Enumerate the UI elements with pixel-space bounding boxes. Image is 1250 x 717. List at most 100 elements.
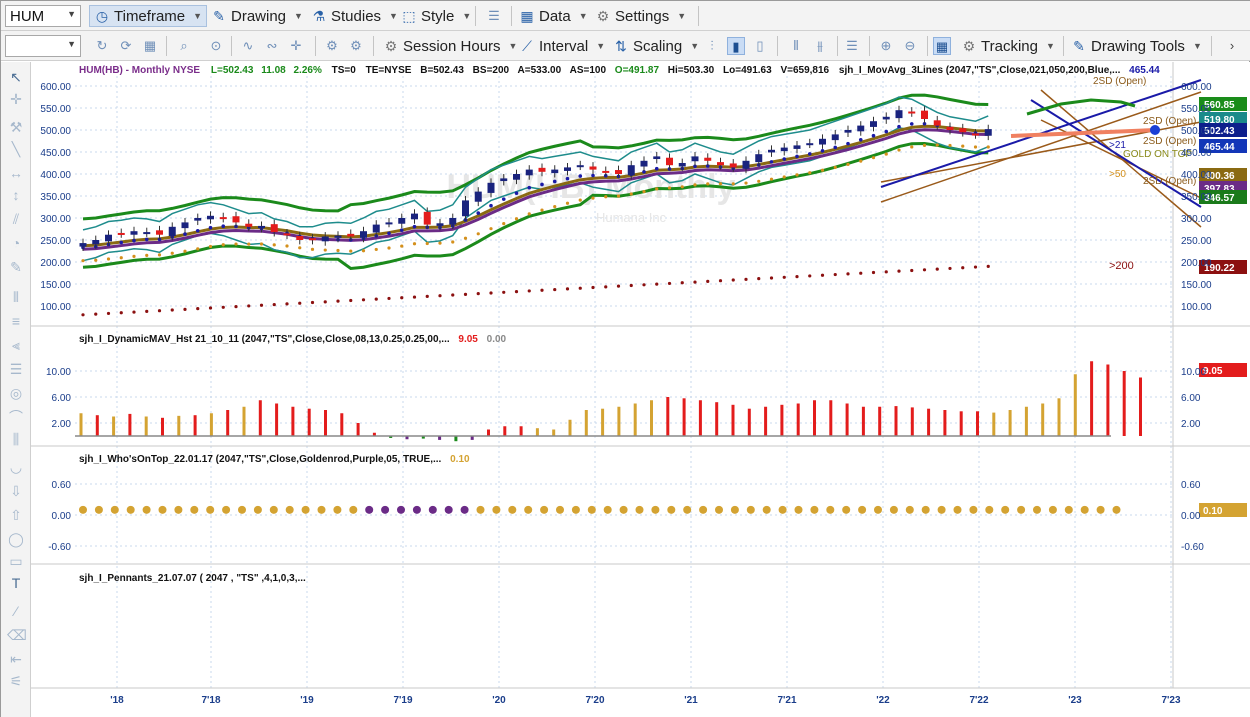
arc-icon[interactable]: ⌒: [9, 409, 23, 425]
eraser-icon[interactable]: ⌫: [7, 627, 27, 643]
ma200-dot: [757, 277, 761, 281]
interval-menu[interactable]: ⟋ Interval ▼: [519, 35, 605, 57]
crosshair-icon[interactable]: ✛: [10, 91, 22, 107]
horizontal-lines-icon[interactable]: ☰: [9, 361, 23, 377]
ma50-dot: [769, 177, 774, 181]
price-tag-text: 502.43: [1204, 126, 1235, 137]
axes: 600.00 600.00 550.00 550.00 500.00 500.00 450.…: [40, 82, 1212, 706]
text-tool-icon[interactable]: T: [11, 575, 21, 591]
whos-on-top-dot: [253, 505, 262, 514]
ma50-dot: [871, 156, 876, 160]
histogram-bar: [454, 436, 458, 442]
time-tick: '19: [300, 695, 314, 706]
ma50-dot: [81, 259, 85, 263]
ellipse-icon[interactable]: ◯: [8, 531, 24, 547]
layout-icon[interactable]: ☰: [488, 8, 500, 23]
last-price-marker: [1150, 125, 1160, 135]
zoom-out-icon[interactable]: ⊖: [904, 38, 916, 53]
curve-icon[interactable]: ∾: [266, 38, 278, 53]
gann-icon[interactable]: ◔: [11, 235, 21, 251]
trend-lines[interactable]: [880, 79, 1202, 228]
interval-select[interactable]: ▼: [5, 35, 81, 57]
refresh-icon[interactable]: ↻: [96, 38, 108, 53]
data-window-icon[interactable]: ▦: [933, 37, 951, 55]
chevron-down-icon[interactable]: ▼: [67, 9, 76, 19]
pencil-icon[interactable]: ✎: [10, 259, 22, 275]
fan-icon[interactable]: ⫷: [12, 337, 20, 353]
arrow-down-icon[interactable]: ⇩: [10, 483, 22, 499]
ma200-dot: [208, 306, 213, 310]
price-tick-right: 450.00: [1181, 148, 1212, 159]
bar-chart-icon[interactable]: ⫶: [710, 38, 714, 53]
candlestick-icon[interactable]: ▮: [727, 37, 745, 55]
price-tick-left: 100.00: [40, 302, 71, 313]
rectangle-icon[interactable]: ▭: [9, 553, 23, 569]
histogram-bar: [617, 406, 621, 436]
gear-alt-icon[interactable]: ⚙: [350, 38, 362, 53]
data-menu[interactable]: ▦ Data ▼: [519, 5, 587, 27]
cross-icon[interactable]: ✛: [290, 38, 302, 53]
pointer-icon[interactable]: ↖: [10, 69, 22, 85]
sd-label-mid2: 2SD (Open): [1143, 136, 1196, 147]
price-tick-right: 350.00: [1181, 192, 1212, 203]
header-ask-size: AS=100: [570, 65, 607, 76]
camera-icon[interactable]: ⊙: [210, 38, 222, 53]
chart-svg[interactable]: HUM(HB) Monthly Humana Inc HUM(HB) - Mon…: [31, 62, 1250, 717]
time-lines-icon[interactable]: ⫼: [12, 431, 20, 447]
timeframe-menu[interactable]: ◷ Timeframe ▼: [89, 5, 208, 27]
wrench-icon[interactable]: ⚒: [9, 119, 23, 135]
tracking-menu[interactable]: ⚙ Tracking ▼: [961, 35, 1055, 57]
arc-small-icon[interactable]: ◡: [9, 459, 23, 475]
reload-icon[interactable]: ⟳: [120, 38, 132, 53]
arrow-up-icon[interactable]: ⇧: [10, 507, 22, 523]
ma50-dot: [425, 241, 429, 246]
pencil-icon: ✎: [213, 8, 225, 24]
vertical-lines-icon[interactable]: ⦀: [12, 289, 20, 305]
studies-menu[interactable]: ⚗ Studies ▼: [311, 5, 398, 27]
pane-layout-icon[interactable]: ☰: [846, 38, 858, 53]
settings-small-icon[interactable]: ⚙: [326, 38, 338, 53]
chart-type-a-icon[interactable]: ⫴: [793, 38, 799, 53]
chart-type-b-icon[interactable]: ⫵: [817, 38, 823, 53]
channel-icon[interactable]: ⫽: [12, 211, 20, 227]
whos-on-top-dot: [206, 505, 215, 514]
chevron-down-icon[interactable]: ▼: [67, 39, 76, 49]
toolbar-separator: [837, 36, 838, 56]
scaling-menu[interactable]: ⇅ Scaling ▼: [613, 35, 699, 57]
price-tick-left: 400.00: [40, 170, 71, 181]
price-tick-right: 400.00: [1181, 170, 1212, 181]
drawing-objects-icon[interactable]: ⚟: [9, 673, 23, 689]
ma200-dot: [323, 300, 327, 304]
drawing-menu[interactable]: ✎ Drawing ▼: [211, 5, 303, 27]
whos-on-top-dot: [1112, 505, 1121, 514]
cycle-icon[interactable]: ◎: [9, 385, 23, 401]
header-percent: 2.26%: [293, 65, 321, 76]
fib-icon[interactable]: ≡: [11, 313, 21, 329]
ma200-dot: [489, 291, 493, 295]
vertical-arrow-icon[interactable]: ↕: [12, 187, 20, 203]
zoom-in-icon[interactable]: ⊕: [880, 38, 892, 53]
histogram-bar: [193, 415, 197, 436]
candle-body: [474, 191, 482, 202]
ma50-dot: [922, 143, 927, 147]
horizontal-arrow-icon[interactable]: ↔: [9, 165, 23, 181]
histogram-bar: [291, 406, 295, 436]
zoom-search-icon[interactable]: ⌕: [180, 38, 188, 53]
whos-on-top-dot: [937, 505, 946, 514]
session-hours-menu[interactable]: ⚙ Session Hours ▼: [383, 35, 518, 57]
symbol-input[interactable]: HUM ▼: [5, 5, 81, 27]
grid-icon[interactable]: ▦: [143, 38, 157, 53]
histogram-bar: [503, 426, 507, 436]
drawing-tools-menu[interactable]: ✎ Drawing Tools ▼: [1071, 35, 1202, 57]
more-arrow-icon[interactable]: ›: [1229, 38, 1235, 53]
hollow-candle-icon[interactable]: ▯: [756, 38, 764, 53]
candle-body: [984, 129, 992, 136]
style-menu[interactable]: ⬚ Style ▼: [401, 5, 471, 27]
collapse-left-icon[interactable]: ⇤: [10, 651, 22, 667]
chart-area[interactable]: HUM(HB) Monthly Humana Inc HUM(HB) - Mon…: [31, 62, 1250, 717]
ma200-dot: [412, 295, 417, 299]
settings-menu[interactable]: ⚙ Settings ▼: [595, 5, 686, 27]
line-icon[interactable]: ╲: [11, 141, 21, 157]
wave-icon[interactable]: ∿: [242, 38, 254, 53]
whos-on-top-dot: [126, 505, 135, 514]
